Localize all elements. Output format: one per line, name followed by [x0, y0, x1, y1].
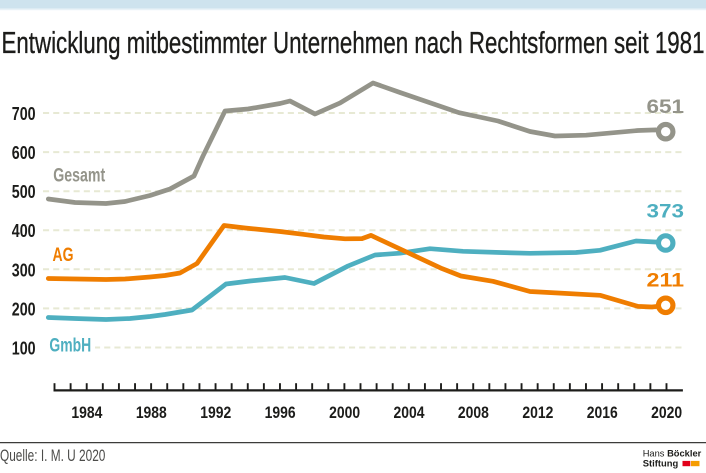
- svg-text:100: 100: [12, 339, 36, 359]
- svg-text:373: 373: [647, 201, 685, 223]
- svg-text:1992: 1992: [200, 403, 231, 422]
- svg-text:2012: 2012: [522, 403, 553, 422]
- svg-text:1984: 1984: [71, 403, 102, 422]
- svg-text:1988: 1988: [136, 403, 167, 422]
- svg-text:651: 651: [647, 96, 685, 118]
- svg-text:AG: AG: [53, 244, 74, 266]
- svg-text:2020: 2020: [651, 403, 682, 422]
- svg-text:600: 600: [12, 143, 36, 163]
- svg-text:GmbH: GmbH: [49, 334, 91, 356]
- svg-text:700: 700: [12, 104, 36, 124]
- svg-text:211: 211: [647, 269, 685, 291]
- svg-text:Entwicklung mitbestimmter Unte: Entwicklung mitbestimmter Unternehmen na…: [2, 25, 705, 60]
- svg-text:Hans Böckler: Hans Böckler: [643, 448, 702, 459]
- svg-text:Gesamt: Gesamt: [53, 164, 105, 186]
- svg-text:2008: 2008: [458, 403, 489, 422]
- svg-text:500: 500: [12, 182, 36, 202]
- svg-text:2000: 2000: [329, 403, 360, 422]
- svg-text:Stiftung: Stiftung: [643, 458, 679, 469]
- svg-text:Quelle: I. M. U 2020: Quelle: I. M. U 2020: [0, 447, 105, 465]
- svg-text:1996: 1996: [265, 403, 296, 422]
- svg-text:200: 200: [12, 299, 36, 319]
- svg-text:400: 400: [12, 221, 36, 241]
- svg-text:2004: 2004: [394, 403, 425, 422]
- svg-text:300: 300: [12, 260, 36, 280]
- svg-text:2016: 2016: [587, 403, 618, 422]
